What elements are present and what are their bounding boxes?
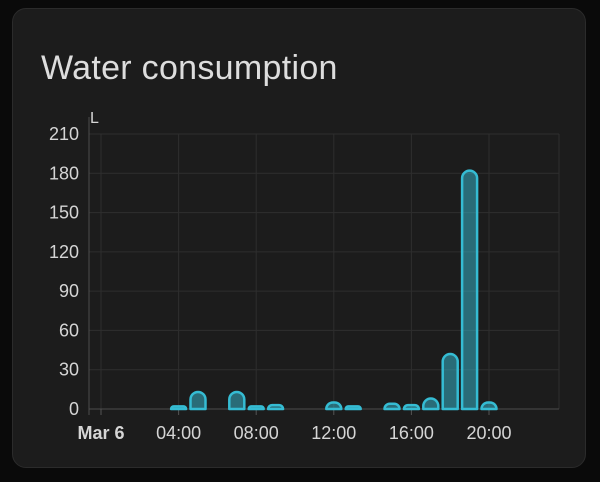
bar-15:00[interactable] [383,402,401,411]
bar-04:00[interactable] [169,405,188,411]
x-axis-tick-label: 20:00 [466,423,511,443]
y-axis-tick-label: 120 [49,242,79,262]
bar-05:00[interactable] [189,390,207,411]
x-axis-tick-label: 12:00 [311,423,356,443]
y-axis-tick-label: 90 [59,281,79,301]
x-axis-tick-label: 04:00 [156,423,201,443]
y-axis-tick-label: 180 [49,163,79,183]
bar-19:00[interactable] [460,169,479,411]
y-axis-tick-label: 210 [49,124,79,144]
bar-20:00[interactable] [480,401,498,411]
bar-18:00[interactable] [441,352,459,411]
x-axis-tick-label: Mar 6 [77,423,124,443]
bar-16:00[interactable] [402,403,421,411]
y-axis-tick-label: 150 [49,203,79,223]
bar-09:00[interactable] [266,403,285,411]
x-axis-tick-label: 08:00 [234,423,279,443]
y-axis-tick-label: 30 [59,360,79,380]
bar-08:00[interactable] [247,405,265,411]
x-axis-tick-label: 16:00 [389,423,434,443]
bar-13:00[interactable] [344,405,362,411]
bar-17:00[interactable] [422,397,440,411]
bar-12:00[interactable] [325,401,343,411]
y-axis-tick-label: 0 [69,399,79,419]
bar-07:00[interactable] [228,390,246,411]
water-consumption-chart[interactable]: 0 30 60 90 120 150 180 210 L Mar 6 04:00 08:00 12:00… [13,9,587,469]
y-axis-tick-label: 60 [59,320,79,340]
water-consumption-card: Water consumption 0 30 60 90 120 150 180 210 L Ma… [12,8,586,468]
bar-chart-svg[interactable]: 0 30 60 90 120 150 180 210 L Mar 6 04:00 08:00 12:00… [13,9,587,469]
y-axis-unit-label: L [90,110,99,127]
card-title: Water consumption [41,49,338,87]
